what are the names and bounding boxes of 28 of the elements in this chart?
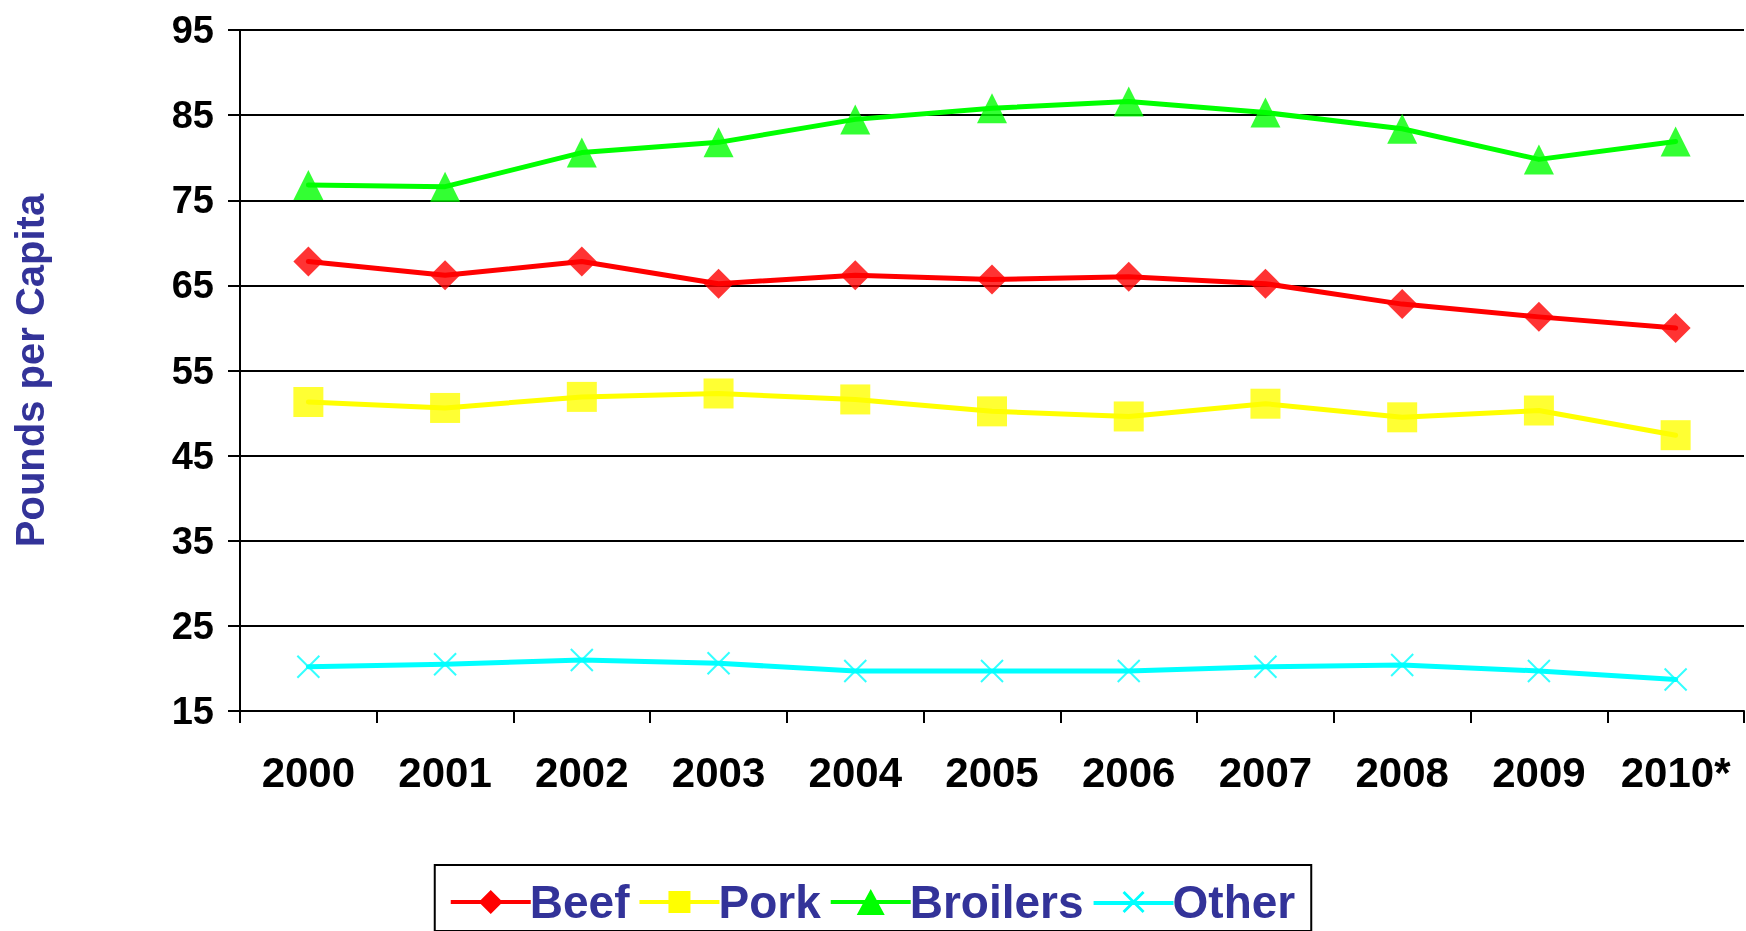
x-tick-label: 2004 xyxy=(808,748,903,796)
y-tick-label: 25 xyxy=(171,604,214,647)
point xyxy=(1660,126,1691,157)
x-tick-label: 2008 xyxy=(1355,748,1449,796)
y-axis-title: Pounds per Capita xyxy=(8,193,52,548)
x-tick-label: 2007 xyxy=(1218,748,1313,796)
y-tick-label: 75 xyxy=(171,179,214,222)
point xyxy=(1660,420,1691,451)
x-tick-label: 2009 xyxy=(1492,748,1586,796)
x-tick-label: 2000 xyxy=(261,748,356,796)
legend-label: Broilers xyxy=(909,876,1084,928)
legend-label: Pork xyxy=(718,876,822,928)
point xyxy=(293,387,324,417)
x-tick-label: 2001 xyxy=(398,748,492,796)
x-tick-label: 2006 xyxy=(1082,748,1176,796)
legend-label: Other xyxy=(1172,876,1296,928)
y-tick-label: 45 xyxy=(171,434,214,477)
y-tick-label: 15 xyxy=(171,690,214,732)
y-tick-label: 65 xyxy=(171,264,214,307)
y-tick-label: 35 xyxy=(171,519,214,562)
legend-label: Beef xyxy=(529,876,631,928)
x-tick-label: 2002 xyxy=(535,748,629,796)
x-tick-label: 2010* xyxy=(1620,748,1732,796)
y-tick-label: 95 xyxy=(171,9,214,51)
x-tick-label: 2003 xyxy=(671,748,766,796)
y-tick-label: 85 xyxy=(171,94,214,137)
y-tick-label: 55 xyxy=(171,349,214,392)
x-tick-label: 2005 xyxy=(945,748,1039,796)
